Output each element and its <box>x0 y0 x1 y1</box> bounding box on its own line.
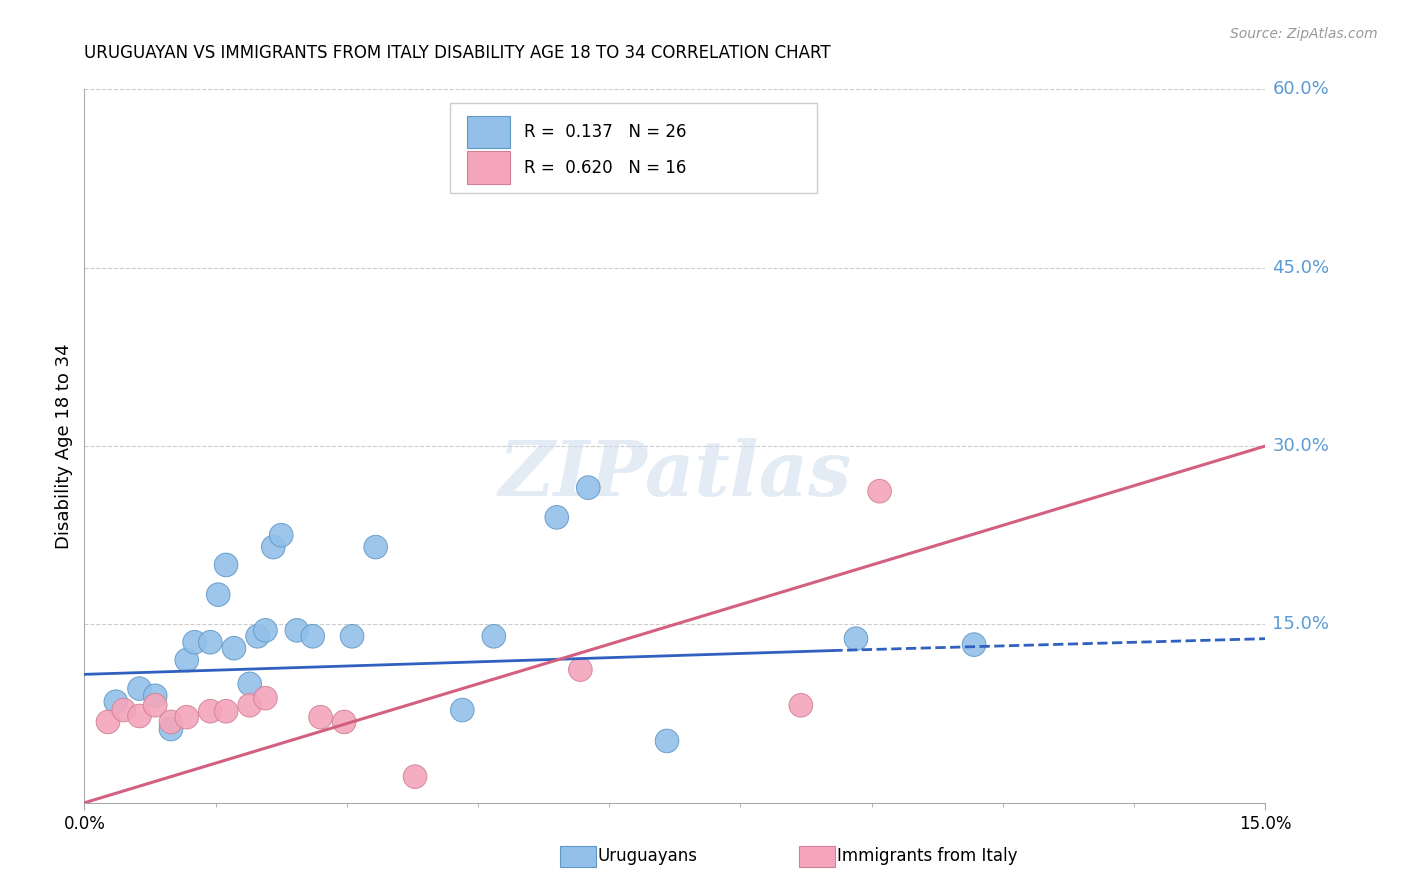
Text: 60.0%: 60.0% <box>1272 80 1329 98</box>
Ellipse shape <box>340 624 364 648</box>
Ellipse shape <box>332 710 356 734</box>
Ellipse shape <box>844 627 868 650</box>
Ellipse shape <box>238 672 262 696</box>
Ellipse shape <box>309 706 332 729</box>
Ellipse shape <box>128 704 152 728</box>
Ellipse shape <box>207 582 231 607</box>
Text: 45.0%: 45.0% <box>1272 259 1330 277</box>
Text: URUGUAYAN VS IMMIGRANTS FROM ITALY DISABILITY AGE 18 TO 34 CORRELATION CHART: URUGUAYAN VS IMMIGRANTS FROM ITALY DISAB… <box>84 45 831 62</box>
Ellipse shape <box>128 677 152 700</box>
Text: R =  0.620   N = 16: R = 0.620 N = 16 <box>523 159 686 177</box>
Ellipse shape <box>868 479 891 503</box>
Ellipse shape <box>962 632 986 657</box>
Ellipse shape <box>238 693 262 717</box>
Ellipse shape <box>285 618 309 642</box>
Text: ZIPatlas: ZIPatlas <box>498 438 852 511</box>
Ellipse shape <box>222 636 246 660</box>
Ellipse shape <box>112 698 135 722</box>
Ellipse shape <box>482 624 506 648</box>
Ellipse shape <box>143 693 167 717</box>
Ellipse shape <box>198 631 222 654</box>
Text: Immigrants from Italy: Immigrants from Italy <box>837 847 1017 865</box>
Ellipse shape <box>104 690 128 714</box>
Ellipse shape <box>253 618 277 642</box>
Text: R =  0.137   N = 26: R = 0.137 N = 26 <box>523 123 686 141</box>
Ellipse shape <box>253 686 277 710</box>
Text: Source: ZipAtlas.com: Source: ZipAtlas.com <box>1230 27 1378 41</box>
Ellipse shape <box>159 710 183 734</box>
Text: 30.0%: 30.0% <box>1272 437 1329 455</box>
FancyBboxPatch shape <box>467 152 509 184</box>
Y-axis label: Disability Age 18 to 34: Disability Age 18 to 34 <box>55 343 73 549</box>
Ellipse shape <box>214 699 238 723</box>
FancyBboxPatch shape <box>467 116 509 148</box>
Ellipse shape <box>174 706 198 729</box>
Ellipse shape <box>404 764 427 789</box>
Ellipse shape <box>198 699 222 723</box>
Ellipse shape <box>789 693 813 717</box>
Ellipse shape <box>143 684 167 707</box>
Ellipse shape <box>270 524 292 547</box>
FancyBboxPatch shape <box>450 103 817 193</box>
Ellipse shape <box>96 710 120 734</box>
Ellipse shape <box>568 657 592 681</box>
Ellipse shape <box>183 631 207 654</box>
Ellipse shape <box>450 698 474 722</box>
Ellipse shape <box>301 624 325 648</box>
Ellipse shape <box>159 717 183 741</box>
Text: Uruguayans: Uruguayans <box>598 847 697 865</box>
Ellipse shape <box>695 167 718 190</box>
Ellipse shape <box>246 624 270 648</box>
Ellipse shape <box>214 553 238 577</box>
Ellipse shape <box>174 648 198 672</box>
Ellipse shape <box>364 535 388 559</box>
Ellipse shape <box>655 729 679 753</box>
Ellipse shape <box>576 475 600 500</box>
Text: 15.0%: 15.0% <box>1272 615 1330 633</box>
Ellipse shape <box>262 535 285 559</box>
Ellipse shape <box>546 506 568 529</box>
